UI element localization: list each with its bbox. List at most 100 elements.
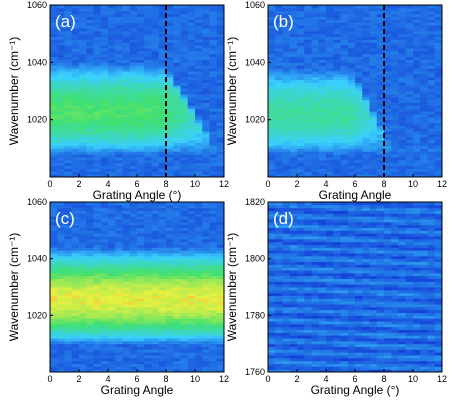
heatmap-cell [158,7,167,12]
heatmap-cell [180,272,189,277]
heatmap-cell [115,321,123,325]
heatmap-cell [173,73,181,78]
heatmap-cell [64,216,73,220]
heatmap-cell [318,105,327,109]
heatmap-cell [391,113,399,118]
heatmap-cell [384,70,392,75]
heatmap-cell [79,85,87,89]
heatmap-cell [282,272,291,277]
heatmap-cell [50,258,58,262]
heatmap-cell [275,70,283,75]
heatmap-cell [209,224,218,228]
heatmap-cell [166,278,174,282]
heatmap-cell [275,204,283,209]
heatmap-cell [216,357,224,362]
heatmap-cell [340,30,349,35]
heatmap-cell [151,326,160,330]
heatmap-cell [398,7,407,12]
heatmap-cell [216,22,224,26]
heatmap-cell [347,145,356,149]
heatmap-cell [71,247,80,251]
heatmap-cell [391,79,399,83]
heatmap-cell [405,162,414,167]
heatmap-cell [216,210,224,214]
heatmap-cell [173,85,181,89]
heatmap-cell [304,301,312,305]
heatmap-cell [50,48,58,52]
heatmap-cell [195,136,203,141]
heatmap-cell [129,221,138,226]
heatmap-cell [144,93,152,98]
heatmap-cell [362,96,370,101]
heatmap-cell [311,236,320,240]
heatmap-cell [144,236,152,240]
heatmap-cell [297,73,305,78]
heatmap-cell [318,244,327,248]
heatmap-cell [362,113,370,118]
heatmap-cell [376,111,385,115]
heatmap-cell [93,258,102,262]
heatmap-cell [57,151,65,155]
heatmap-cell [209,50,218,55]
heatmap-cell [151,306,160,311]
heatmap-cell [115,369,123,372]
heatmap-cell [209,159,218,164]
heatmap-cell [64,70,73,75]
heatmap-cell [50,5,58,9]
heatmap-cell [326,219,334,223]
heatmap-cell [209,213,218,217]
heatmap-cell [202,369,210,372]
heatmap-cell [355,33,363,38]
heatmap-cell [289,233,298,237]
heatmap-cell [333,284,341,288]
heatmap-cell [282,236,291,240]
heatmap-cell [144,321,152,325]
heatmap-cell [216,68,224,72]
heatmap-cell [57,309,65,313]
heatmap-cell [384,59,392,63]
heatmap-cell [166,340,174,345]
heatmap-cell [391,62,399,66]
heatmap-cell [209,202,218,206]
heatmap-cell [318,275,327,279]
heatmap-cell [79,93,87,98]
heatmap-cell [158,159,167,164]
heatmap-cell [333,116,341,121]
heatmap-cell [166,210,174,214]
heatmap-cell [282,207,291,211]
heatmap-cell [64,366,73,370]
heatmap-cell [151,85,160,89]
heatmap-cell [93,236,102,240]
heatmap-cell [297,247,305,251]
heatmap-cell [275,36,283,40]
heatmap-cell [275,213,283,217]
heatmap-cell [347,59,356,63]
heatmap-cell [173,113,181,118]
heatmap-cell [86,148,94,152]
heatmap-cell [405,56,414,60]
heatmap-cell [282,318,291,322]
heatmap-cell [129,323,138,328]
heatmap-cell [187,5,196,9]
heatmap-cell [173,10,181,15]
heatmap-cell [166,134,174,138]
heatmap-cell [362,139,370,144]
heatmap-cell [115,238,123,243]
heatmap-cell [86,88,94,92]
heatmap-cell [137,281,145,285]
heatmap-cell [187,96,196,101]
heatmap-cell [166,289,174,294]
heatmap-cell [158,207,167,211]
heatmap-cell [311,210,320,214]
heatmap-cell [100,202,109,206]
heatmap-cell [326,116,334,121]
heatmap-cell [216,204,224,209]
heatmap-cell [413,85,421,89]
heatmap-cell [64,309,73,313]
heatmap-cell [275,315,283,319]
heatmap-cell [297,255,305,260]
heatmap-cell [173,96,181,101]
heatmap-cell [355,168,363,172]
heatmap-cell [202,76,210,81]
heatmap-cell [151,332,160,336]
